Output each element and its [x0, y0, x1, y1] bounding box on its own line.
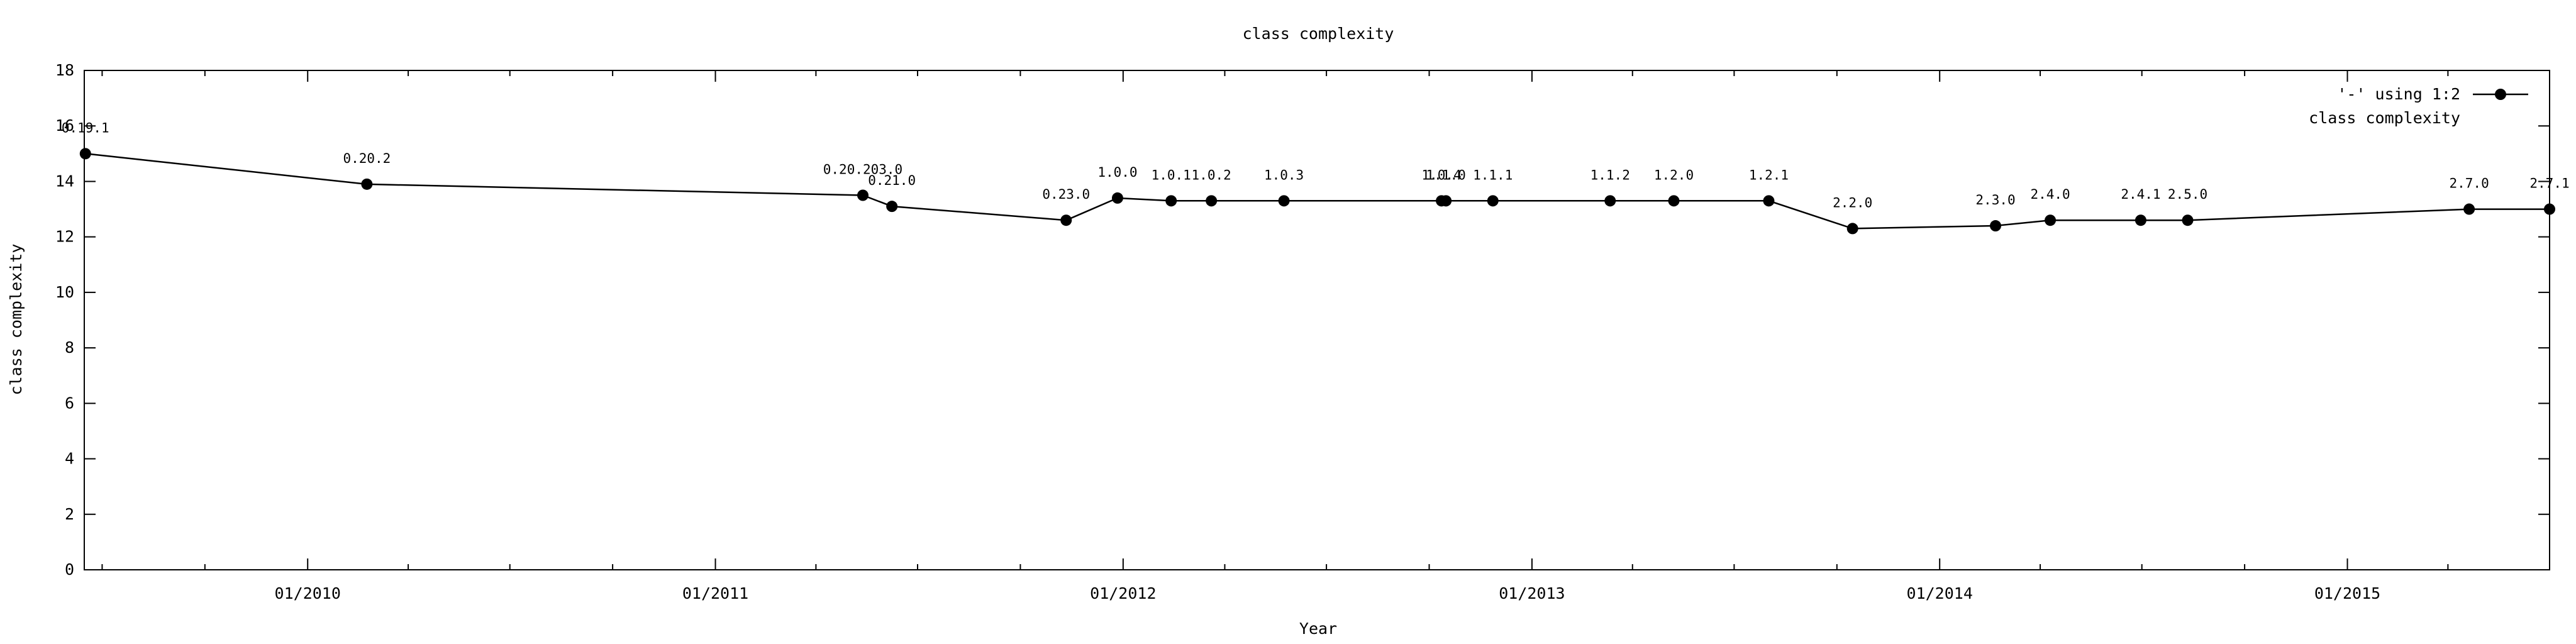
data-point [2045, 214, 2057, 226]
data-label: 1.1.0 [1426, 167, 1466, 182]
data-point [1278, 195, 1290, 207]
data-point [1990, 220, 2002, 232]
data-label: 0.19.1 [62, 120, 109, 135]
data-label: 1.2.0 [1654, 167, 1694, 182]
y-tick-label: 6 [65, 394, 74, 412]
data-point [886, 201, 898, 213]
x-tick-label: 01/2011 [682, 584, 748, 602]
x-tick-label: 01/2010 [275, 584, 341, 602]
data-point [1604, 195, 1616, 207]
data-label: 2.2.0 [1833, 195, 1872, 210]
data-point [2135, 214, 2146, 226]
y-tick-label: 2 [65, 505, 74, 523]
y-tick-label: 0 [65, 560, 74, 579]
y-tick-label: 10 [55, 283, 74, 301]
data-point [79, 148, 91, 160]
point-labels: 0.19.1 0.20.2 0.20.203.00.21.0 0.23.0 1.0.0 1… [62, 120, 2570, 210]
plot-frame [84, 70, 2550, 570]
x-axis: 01/2010 01/2011 01/2012 01/2013 01/2014 01/20… [101, 70, 2550, 602]
y-tick-label: 4 [65, 450, 74, 468]
data-point [857, 189, 869, 201]
data-label: 1.1.2 [1591, 167, 1630, 182]
data-label: 2.3.0 [1975, 192, 2015, 208]
data-label: 2.5.0 [2168, 187, 2207, 202]
x-tick-label: 01/2015 [2314, 584, 2380, 602]
data-label: 1.2.1 [1749, 167, 1789, 182]
data-label: 1.1.1 [1473, 167, 1513, 182]
y-tick-label: 18 [55, 61, 74, 79]
data-label: 0.21.0 [868, 173, 916, 188]
x-tick-label: 01/2013 [1499, 584, 1565, 602]
data-point [2463, 203, 2475, 215]
data-label: 1.0.1 [1152, 167, 1191, 182]
legend-entry-title: class complexity [2309, 109, 2460, 127]
legend: '-' using 1:2 class complexity [2309, 85, 2528, 127]
chart-title: class complexity [1243, 25, 1394, 43]
data-label: 2.7.0 [2450, 176, 2489, 191]
series-line [85, 153, 2550, 230]
legend-point-sample [2495, 89, 2506, 100]
data-label: 0.20.203.0 [823, 162, 902, 177]
data-label: 1.0.3 [1264, 167, 1304, 182]
data-point [361, 178, 373, 190]
data-point [1763, 195, 1775, 207]
data-label: 0.20.2 [343, 151, 391, 166]
data-point [1846, 223, 1858, 235]
x-tick-label: 01/2014 [1907, 584, 1973, 602]
x-axis-label: Year [1299, 619, 1337, 638]
data-point [1111, 192, 1123, 204]
y-tick-label: 16 [55, 116, 74, 135]
data-label: 2.4.1 [2121, 187, 2160, 202]
legend-entry-series: '-' using 1:2 [2337, 85, 2460, 103]
y-axis-label: class complexity [7, 244, 25, 396]
y-tick-label: 8 [65, 338, 74, 357]
series-points [79, 148, 2555, 235]
data-label: 2.7.1 [2529, 176, 2569, 191]
y-tick-label: 14 [55, 172, 74, 190]
data-label: 1.0.0 [1097, 165, 1137, 180]
data-point [2544, 203, 2555, 215]
data-point [1440, 195, 1452, 207]
y-axis: 0 2 4 6 8 10 12 14 16 18 [55, 61, 2550, 579]
data-point [1060, 214, 1072, 226]
data-label: 1.0.4 [1421, 167, 1461, 182]
data-label: 1.0.2 [1192, 167, 1231, 182]
y-tick-label: 12 [55, 228, 74, 246]
x-tick-label: 01/2012 [1090, 584, 1156, 602]
data-point [1206, 195, 1218, 207]
data-label: 2.4.0 [2030, 187, 2070, 202]
data-point [2182, 214, 2194, 226]
data-label: 0.23.0 [1042, 187, 1090, 202]
data-point [1668, 195, 1680, 207]
data-point [1165, 195, 1177, 207]
data-point [1487, 195, 1499, 207]
